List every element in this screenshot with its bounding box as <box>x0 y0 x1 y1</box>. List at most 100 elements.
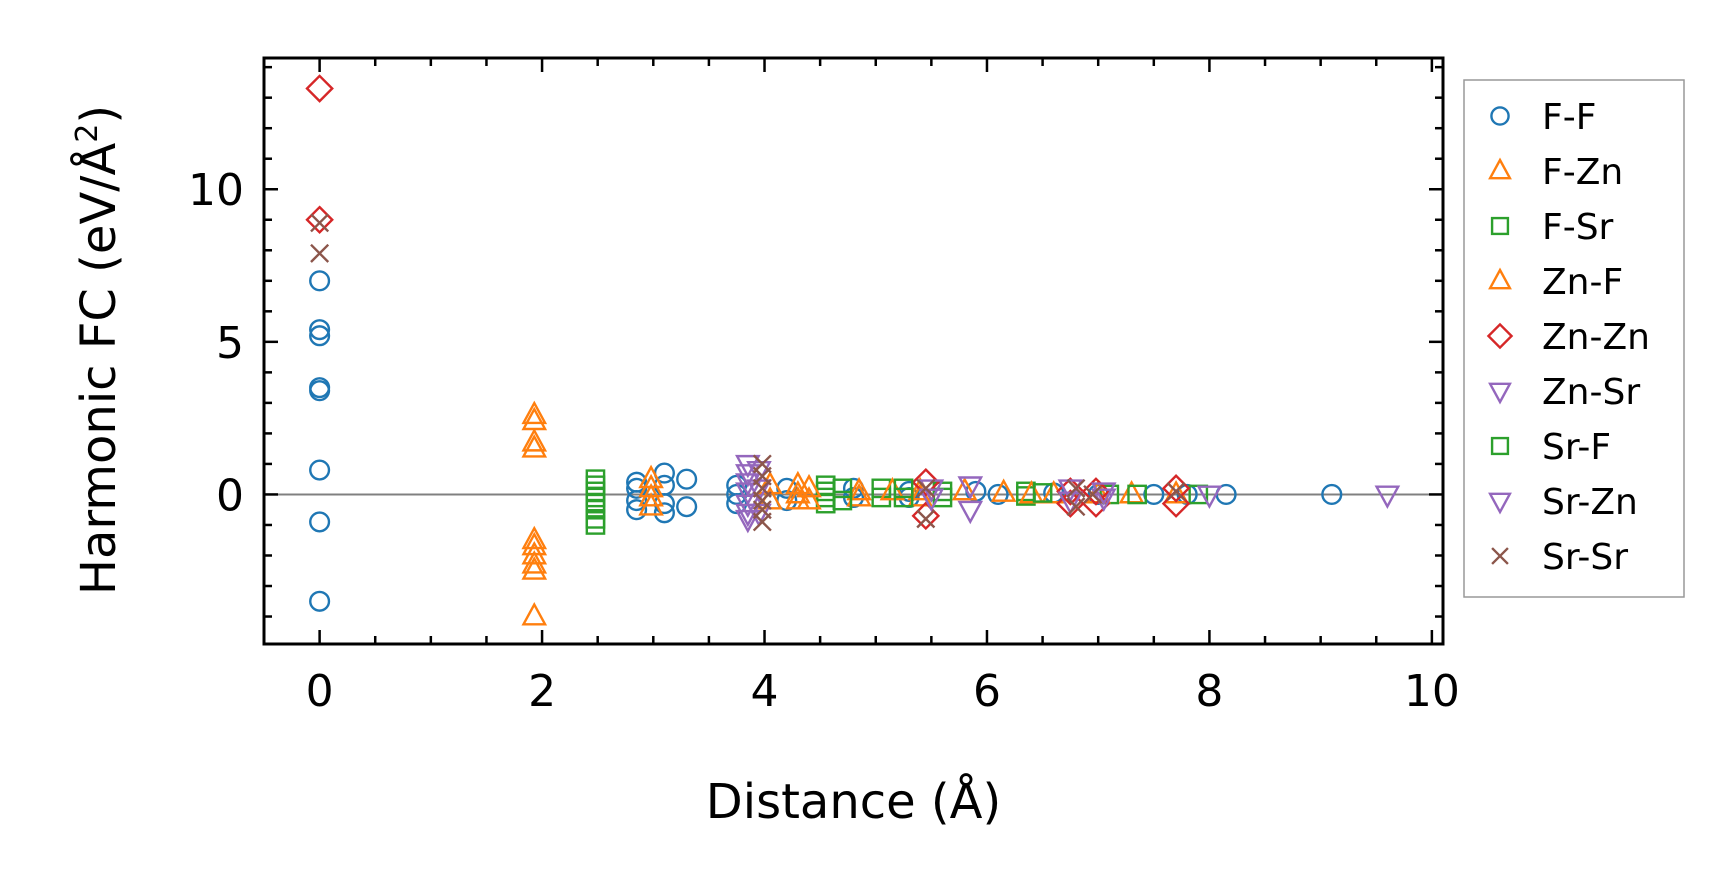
data-point <box>1018 479 1045 504</box>
legend-entry: Sr-F <box>1490 427 1611 468</box>
x-tick-label: 8 <box>1195 666 1223 717</box>
legend-marker <box>1490 106 1510 126</box>
legend-entry: Zn-Zn <box>1486 317 1650 358</box>
legend-label: F-F <box>1542 97 1596 138</box>
legend-marker <box>1488 157 1512 180</box>
x-tick-label: 4 <box>751 666 779 717</box>
data-point <box>957 476 984 500</box>
data-point <box>585 481 606 502</box>
series-sr-f <box>893 478 1147 508</box>
data-point <box>1066 497 1086 517</box>
series-f-zn <box>521 400 1145 626</box>
data-point <box>815 493 836 514</box>
data-point <box>626 477 648 499</box>
data-point <box>521 428 548 452</box>
legend-label: Sr-Zn <box>1542 482 1638 523</box>
data-point <box>309 270 331 292</box>
legend-entry: F-Sr <box>1490 207 1614 248</box>
plot-area <box>264 74 1443 626</box>
data-point <box>521 540 548 565</box>
data-point <box>893 487 914 508</box>
data-point <box>585 469 606 490</box>
y-tick-label: 5 <box>216 318 244 369</box>
legend-label: Zn-Zn <box>1542 317 1650 358</box>
legend-entry: F-F <box>1490 97 1596 138</box>
data-point <box>1081 477 1111 506</box>
data-point <box>796 486 822 510</box>
legend-entry: F-Zn <box>1488 152 1623 193</box>
axes: 0 2 4 6 8 10 0 5 10 Distance (Å) Harmonic FC (eV/Å… <box>70 56 1460 830</box>
data-point <box>521 400 548 425</box>
data-point <box>309 380 331 402</box>
data-point <box>951 476 978 501</box>
data-point <box>987 483 1009 506</box>
data-point <box>653 502 675 524</box>
data-point <box>626 489 648 512</box>
data-point <box>752 491 772 511</box>
data-point <box>305 74 334 103</box>
legend-entry: Sr-Sr <box>1491 537 1628 578</box>
data-point <box>521 602 548 626</box>
data-point <box>916 478 936 498</box>
data-point <box>310 213 330 233</box>
data-point <box>521 525 548 550</box>
legend-entry: Sr-Zn <box>1488 482 1638 523</box>
y-axis-label: Harmonic FC (eV/Å2) <box>70 105 127 595</box>
data-point <box>785 470 811 495</box>
data-point <box>1083 484 1103 504</box>
data-point <box>521 556 548 580</box>
legend-label: Zn-Sr <box>1542 372 1640 413</box>
data-point <box>638 482 664 507</box>
data-point <box>1127 484 1147 505</box>
data-point <box>1166 481 1186 501</box>
legend-marker <box>1486 322 1514 350</box>
y-tick-label: 0 <box>216 470 244 521</box>
data-point <box>309 511 331 533</box>
data-point <box>871 487 892 508</box>
legend: F-F F-Zn F-Sr Zn-F Zn-Zn Zn-Sr Sr-F Sr-Zn Sr-Sr <box>1463 79 1685 598</box>
data-point <box>310 243 330 263</box>
x-tick-label: 0 <box>306 666 334 717</box>
legend-label: Sr-Sr <box>1542 537 1628 578</box>
data-point <box>309 325 331 347</box>
data-point <box>990 478 1017 502</box>
data-point <box>815 481 836 502</box>
data-point <box>1321 483 1343 506</box>
data-point <box>735 482 761 506</box>
data-point <box>626 499 648 521</box>
data-point <box>815 475 836 496</box>
data-point <box>1196 485 1223 509</box>
x-axis-label: Distance (Å) <box>706 773 1001 830</box>
data-point <box>832 478 853 499</box>
data-point <box>1066 478 1086 498</box>
data-point <box>911 467 941 497</box>
data-point <box>521 434 548 458</box>
data-point <box>1057 479 1084 503</box>
data-point <box>735 509 761 534</box>
data-point <box>676 468 698 490</box>
data-point <box>846 482 872 507</box>
legend-label: Zn-F <box>1542 262 1623 303</box>
data-point <box>796 473 822 498</box>
data-point <box>585 515 606 535</box>
data-point <box>1032 483 1053 503</box>
data-point <box>521 550 548 574</box>
data-point <box>309 319 331 341</box>
legend-label: Sr-F <box>1542 427 1611 468</box>
data-point <box>309 590 331 612</box>
legend-marker <box>1488 382 1512 405</box>
legend-marker <box>1490 216 1510 236</box>
series-f-f <box>309 270 1343 612</box>
x-tick-label: 6 <box>973 666 1001 717</box>
data-point <box>638 492 664 516</box>
data-point <box>832 490 853 511</box>
x-tick-label: 2 <box>528 666 556 717</box>
data-point <box>1374 485 1401 509</box>
legend-marker <box>1488 267 1512 290</box>
data-point <box>585 487 606 508</box>
data-point <box>309 459 331 481</box>
legend-label: F-Sr <box>1542 207 1614 248</box>
data-point <box>846 476 872 501</box>
y-tick-label: 10 <box>188 165 244 216</box>
